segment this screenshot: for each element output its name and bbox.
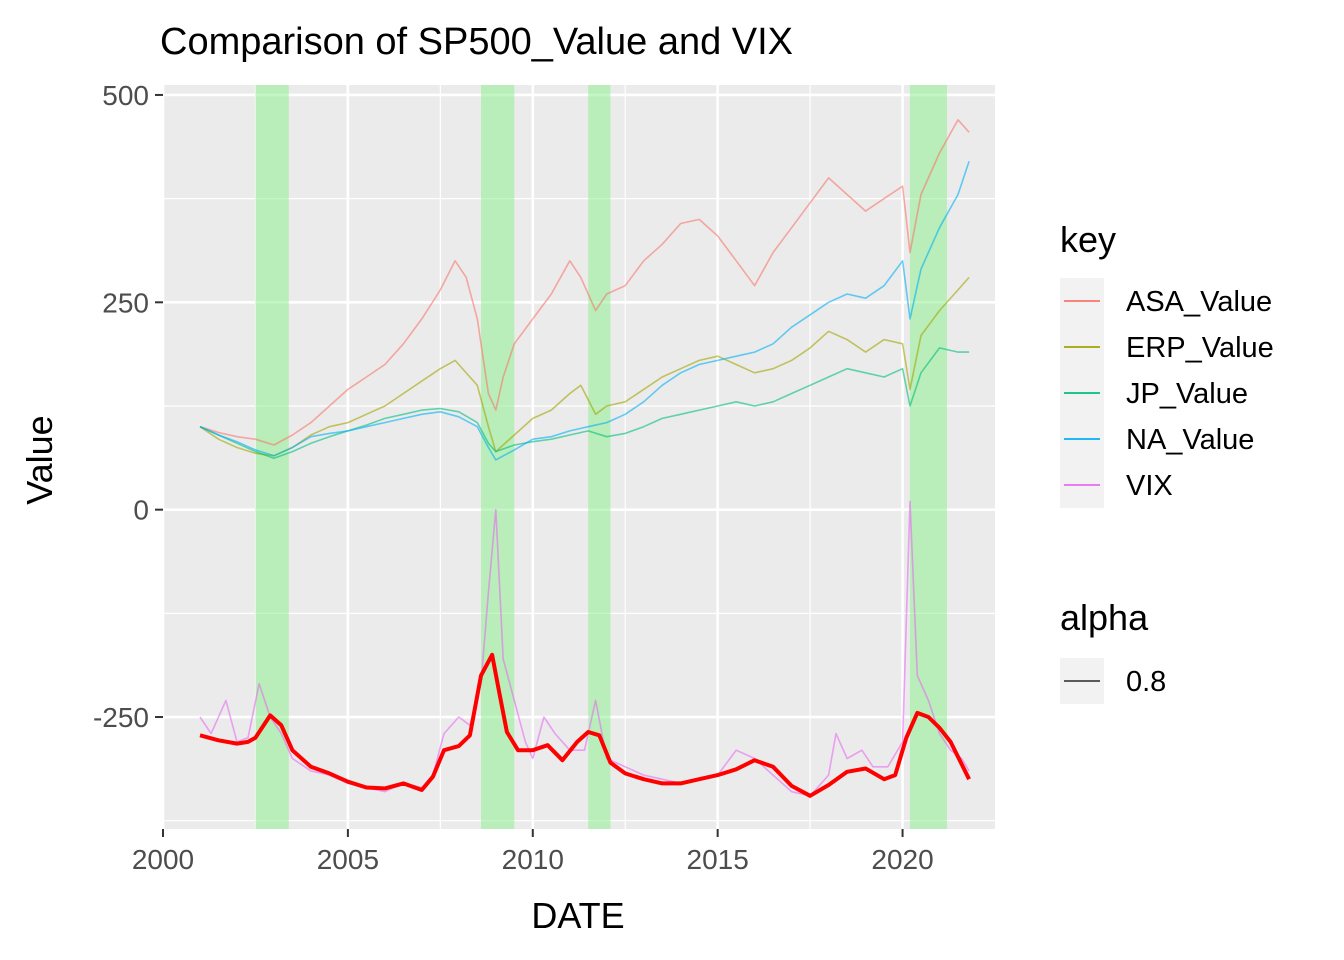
series-line-na-value [199,161,970,461]
y-tick-label: 250 [102,287,149,318]
legend-alpha-entries: 0.8 [1060,658,1166,704]
legend-key-label: VIX [1126,470,1173,502]
y-tick-label: 0 [133,495,149,526]
major-grid [161,85,995,829]
chart-title: Comparison of SP500_Value and VIX [160,21,793,63]
plot-panel [163,85,995,829]
shaded-period [588,85,611,829]
series-line-vix [199,500,970,797]
x-axis-title: DATE [531,895,624,936]
y-tick-label: -250 [93,702,149,733]
x-tick-label: 2010 [502,844,564,875]
legend-alpha-label: 0.8 [1126,666,1166,698]
legend: key ASA_Value ERP_Value JP_Value NA_Value VI… [1060,219,1274,704]
series-line-asa-value [199,119,970,446]
legend-key-label: ASA_Value [1126,286,1272,318]
x-tick-label: 2005 [317,844,379,875]
y-axis: -250 0 250 500 [93,80,163,733]
minor-grid [163,85,995,829]
vix-trend-line [199,652,971,798]
series-line-erp-value [199,276,970,457]
x-axis: 2000 2005 2010 2015 2020 [132,829,934,875]
x-tick-label: 2020 [871,844,933,875]
legend-key-label: NA_Value [1126,424,1254,456]
y-tick-label: 500 [102,80,149,111]
legend-title-alpha: alpha [1060,597,1149,638]
series-lines [199,119,971,798]
x-tick-label: 2000 [132,844,194,875]
legend-key-label: ERP_Value [1126,332,1274,364]
legend-key-entries: ASA_Value ERP_Value JP_Value NA_Value VIX [1060,278,1274,508]
legend-key-label: JP_Value [1126,378,1248,410]
x-tick-label: 2015 [687,844,749,875]
shaded-period [481,85,515,829]
shaded-period [909,85,947,829]
y-axis-title: Value [19,415,60,504]
series-line-jp-value [199,347,970,459]
legend-title-key: key [1060,219,1116,260]
